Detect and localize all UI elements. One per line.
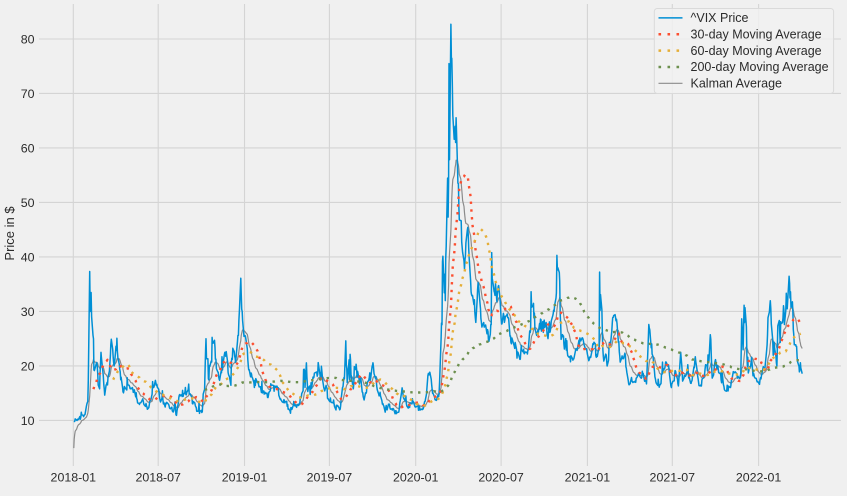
svg-text:2020-01: 2020-01: [393, 471, 439, 485]
svg-text:Price in $: Price in $: [2, 206, 17, 261]
svg-text:200-day Moving Average: 200-day Moving Average: [691, 60, 829, 74]
svg-text:^VIX Price: ^VIX Price: [691, 11, 749, 25]
svg-text:60: 60: [21, 142, 35, 156]
svg-text:Kalman Average: Kalman Average: [691, 77, 783, 91]
svg-text:30-day Moving Average: 30-day Moving Average: [691, 28, 822, 42]
svg-text:2021-01: 2021-01: [565, 471, 611, 485]
svg-text:50: 50: [21, 196, 35, 210]
svg-text:2018-07: 2018-07: [135, 471, 181, 485]
svg-text:2020-07: 2020-07: [478, 471, 524, 485]
svg-text:2019-01: 2019-01: [222, 471, 268, 485]
svg-text:60-day Moving Average: 60-day Moving Average: [691, 44, 822, 58]
svg-text:2019-07: 2019-07: [307, 471, 353, 485]
svg-text:2018-01: 2018-01: [51, 471, 97, 485]
svg-text:20: 20: [21, 360, 35, 374]
svg-text:40: 40: [21, 251, 35, 265]
svg-text:2021-07: 2021-07: [650, 471, 696, 485]
svg-text:10: 10: [21, 414, 35, 428]
svg-text:70: 70: [21, 87, 35, 101]
svg-text:30: 30: [21, 305, 35, 319]
svg-text:2022-01: 2022-01: [736, 471, 782, 485]
svg-text:80: 80: [21, 33, 35, 47]
